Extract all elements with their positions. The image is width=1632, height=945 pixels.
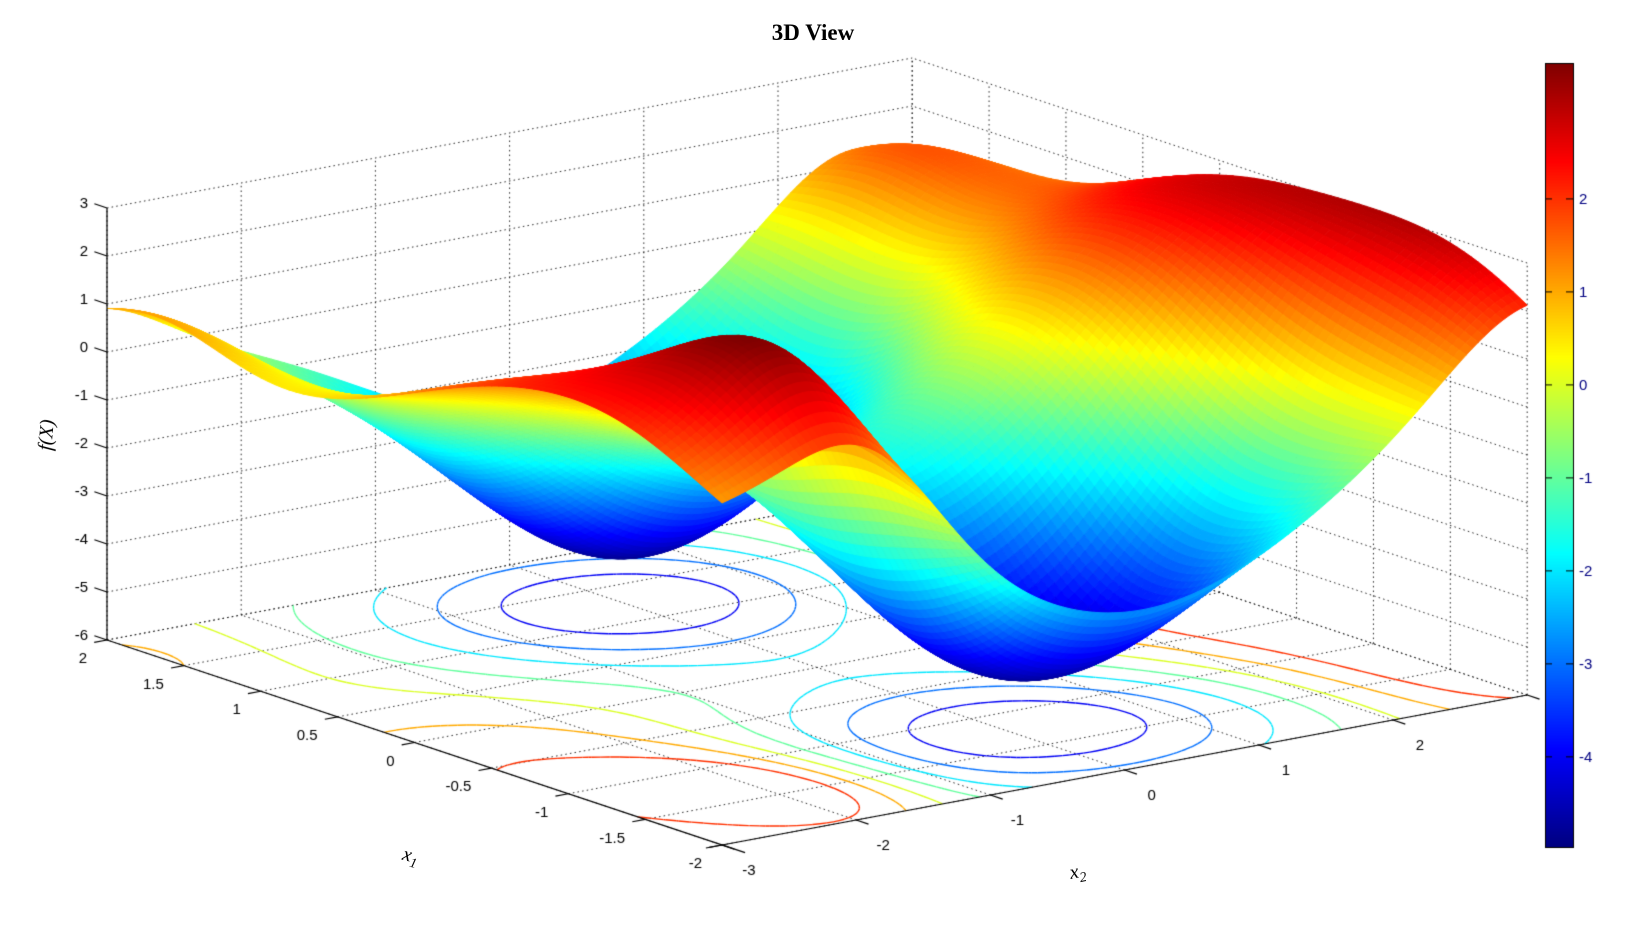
z-axis-label: f(X) <box>34 419 60 452</box>
chart-title: 3D View <box>771 20 855 45</box>
z-axis-label-text: f(X) <box>34 418 59 452</box>
